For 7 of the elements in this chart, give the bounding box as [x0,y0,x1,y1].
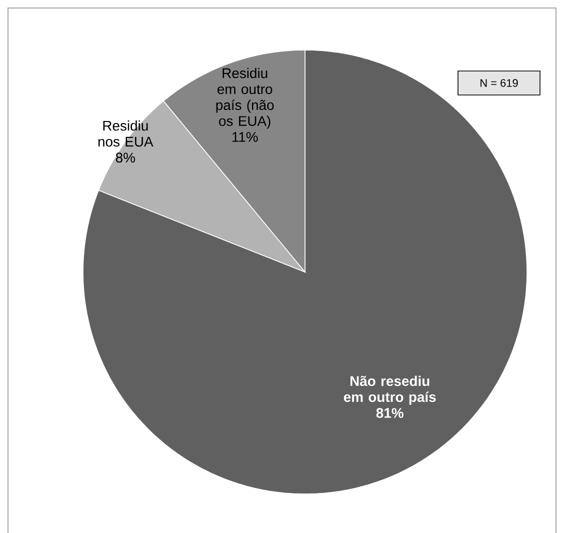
data-label: 8% [116,152,135,162]
text: N = 619 [480,78,518,87]
slice-label: Residiu em outro país (não os EUA) [216,68,274,128]
slice-label: Residiu nos EUA [98,120,154,146]
data-label: 81% [376,408,404,418]
data-label: 11% [232,132,258,142]
slice-label: Não resediu em outro país [344,376,436,404]
